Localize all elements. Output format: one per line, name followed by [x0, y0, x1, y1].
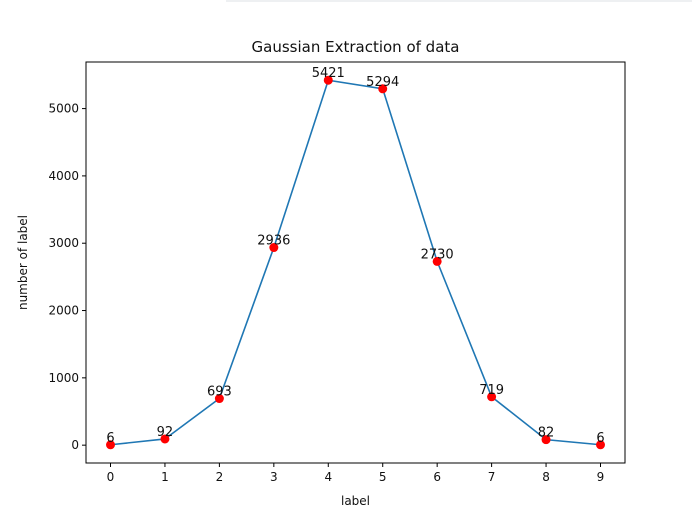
data-labels: 6 92 693 2936 5421 5294 2730 719 82 6 [106, 66, 604, 446]
data-point-marker [378, 84, 388, 94]
y-tick-label: 1000 [48, 371, 79, 385]
y-axis-ticks: 0 1000 2000 3000 4000 5000 [48, 102, 86, 452]
x-tick-label: 3 [270, 470, 278, 484]
data-point-label: 2730 [421, 247, 454, 262]
top-edge-strip [226, 0, 692, 2]
data-point-label: 6 [596, 431, 604, 446]
plot-area [85, 61, 626, 464]
data-markers [106, 75, 605, 450]
data-point-label: 82 [538, 426, 555, 441]
chart-title: Gaussian Extraction of data [252, 38, 460, 56]
x-tick-label: 7 [488, 470, 496, 484]
x-tick-label: 6 [433, 470, 441, 484]
data-point-marker [487, 392, 497, 402]
y-axis-label: number of label [16, 215, 30, 310]
data-point-marker [106, 440, 115, 450]
data-point-label: 693 [207, 385, 232, 400]
data-point-label: 6 [106, 431, 114, 446]
x-tick-label: 4 [324, 470, 332, 484]
data-point-marker [541, 435, 551, 445]
data-point-label: 2936 [257, 234, 290, 249]
x-tick-label: 9 [597, 470, 605, 484]
y-tick-label: 2000 [48, 304, 79, 318]
x-tick-label: 5 [379, 470, 387, 484]
data-point-label: 92 [157, 425, 174, 440]
x-tick-label: 0 [107, 470, 115, 484]
data-point-label: 5294 [366, 75, 399, 90]
data-point-label: 5421 [312, 66, 345, 81]
y-tick-label: 4000 [48, 169, 79, 183]
data-point-marker [596, 440, 605, 450]
y-tick-label: 3000 [48, 236, 79, 250]
data-point-marker [160, 434, 170, 444]
data-point-marker [432, 256, 442, 266]
y-tick-label: 5000 [48, 102, 79, 116]
x-tick-label: 8 [542, 470, 550, 484]
x-tick-label: 1 [161, 470, 169, 484]
data-point-marker [269, 243, 279, 253]
series-line [110, 79, 601, 446]
data-point-marker [323, 75, 333, 85]
data-point-marker [214, 394, 224, 404]
x-axis-label: label [341, 494, 370, 508]
data-point-label: 719 [479, 383, 504, 398]
y-tick-label: 0 [71, 438, 79, 452]
x-axis-ticks: 0 1 2 3 4 5 6 7 8 9 [107, 463, 605, 484]
x-tick-label: 2 [216, 470, 224, 484]
